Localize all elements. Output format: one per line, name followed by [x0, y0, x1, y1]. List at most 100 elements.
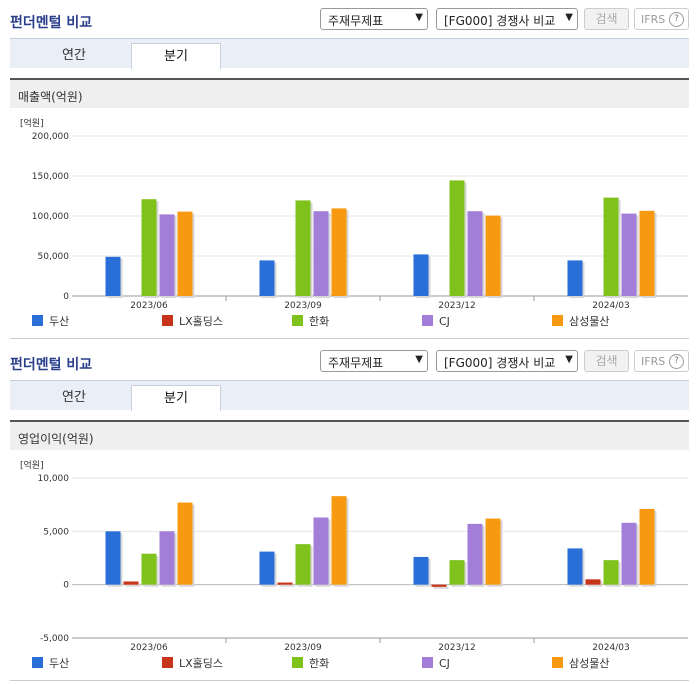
- section-title: 펀더멘털 비교: [10, 15, 93, 31]
- bar-shadow: [279, 584, 295, 587]
- bar: [603, 560, 619, 585]
- ifrs-help-button[interactable]: IFRS?: [634, 350, 689, 372]
- bar: [585, 579, 601, 585]
- section-header: 펀더멘털 비교 주재무제표 ▼ [FG000] 경쟁사 비교 ▼ 검색 IFRS?: [0, 342, 696, 380]
- tab-annual[interactable]: 연간: [62, 390, 86, 405]
- chart-panel-header: 영업이익(억원): [10, 420, 689, 450]
- bar: [449, 180, 465, 296]
- search-button[interactable]: 검색: [584, 8, 629, 30]
- bar: [105, 256, 121, 296]
- tab-quarterly[interactable]: 분기: [131, 43, 221, 69]
- y-tick-label: 100,000: [32, 212, 69, 222]
- bar: [277, 582, 293, 585]
- y-tick-label: 5,000: [43, 527, 69, 537]
- bar: [105, 531, 121, 585]
- y-unit-label: [억원]: [20, 117, 44, 129]
- legend-swatch: [162, 657, 173, 668]
- fundamental-compare-section-revenue: 펀더멘털 비교 주재무제표 ▼ [FG000] 경쟁사 비교 ▼ 검색 IFRS? …: [10, 8, 690, 339]
- bar: [159, 531, 175, 585]
- ifrs-label: IFRS: [641, 355, 666, 368]
- bar: [467, 523, 483, 585]
- bar: [567, 548, 583, 585]
- statement-select-value: 주재무제표: [328, 14, 384, 28]
- bar: [259, 260, 275, 296]
- bar-shadow: [125, 583, 141, 587]
- bar: [177, 211, 193, 296]
- legend-swatch: [32, 315, 43, 326]
- bar: [485, 215, 501, 296]
- chart-panel-header: 매출액(억원): [10, 78, 689, 108]
- bar: [177, 502, 193, 585]
- legend-label: 한화: [309, 315, 329, 328]
- x-tick-label: 2023/12: [438, 643, 475, 653]
- y-unit-label: [억원]: [20, 459, 44, 471]
- bar: [295, 200, 311, 296]
- help-icon: ?: [669, 12, 684, 27]
- help-icon: ?: [669, 354, 684, 369]
- bar: [621, 213, 637, 296]
- bar: [313, 211, 329, 296]
- bar: [413, 254, 429, 296]
- compare-select-value: [FG000] 경쟁사 비교: [444, 356, 556, 370]
- chevron-down-icon: ▼: [565, 12, 573, 23]
- legend-swatch: [162, 315, 173, 326]
- statement-select-value: 주재무제표: [328, 356, 384, 370]
- chart-panel-title: 영업이익(억원): [18, 432, 94, 446]
- legend-label: LX홀딩스: [179, 315, 223, 328]
- chevron-down-icon: ▼: [415, 354, 423, 365]
- tab-annual[interactable]: 연간: [62, 48, 86, 63]
- divider: [10, 680, 689, 681]
- legend-label: 삼성물산: [569, 315, 609, 328]
- period-tabs: 연간 분기: [10, 380, 689, 411]
- period-tabs: 연간 분기: [10, 38, 689, 69]
- x-tick-label: 2023/06: [130, 643, 168, 653]
- bar: [639, 210, 655, 296]
- legend-swatch: [32, 657, 43, 668]
- x-tick-label: 2024/03: [592, 643, 629, 653]
- chart-svg: [억원] 0 50,000 100,000 150,000 200,000 2023/06 2…: [20, 117, 688, 328]
- compare-select[interactable]: [FG000] 경쟁사 비교 ▼: [436, 350, 578, 372]
- bar: [603, 197, 619, 296]
- ifrs-label: IFRS: [641, 13, 666, 26]
- x-tick-label: 2024/03: [592, 301, 629, 311]
- bar: [639, 508, 655, 585]
- compare-select[interactable]: [FG000] 경쟁사 비교 ▼: [436, 8, 578, 30]
- y-tick-label: 150,000: [32, 172, 69, 182]
- bar: [331, 208, 347, 296]
- legend-label: 두산: [49, 657, 69, 670]
- y-tick-label: 0: [63, 292, 69, 302]
- section-title: 펀더멘털 비교: [10, 357, 93, 373]
- revenue-chart: [억원] 0 50,000 100,000 150,000 200,000 2023/06 2…: [10, 112, 690, 338]
- bar: [295, 544, 311, 585]
- tab-quarterly[interactable]: 분기: [131, 385, 221, 411]
- x-tick-label: 2023/12: [438, 301, 475, 311]
- legend-label: CJ: [439, 657, 450, 670]
- statement-select[interactable]: 주재무제표 ▼: [320, 350, 428, 372]
- bar: [141, 553, 157, 585]
- bar-shadow: [433, 586, 449, 589]
- legend-label: LX홀딩스: [179, 657, 223, 670]
- bar: [485, 518, 501, 585]
- legend-swatch: [292, 315, 303, 326]
- ifrs-help-button[interactable]: IFRS?: [634, 8, 689, 30]
- fundamental-compare-section-operating-profit: 펀더멘털 비교 주재무제표 ▼ [FG000] 경쟁사 비교 ▼ 검색 IFRS? …: [0, 342, 696, 684]
- bar: [431, 584, 447, 587]
- compare-select-value: [FG000] 경쟁사 비교: [444, 14, 556, 28]
- bar: [567, 260, 583, 296]
- legend-swatch: [422, 657, 433, 668]
- bar: [413, 556, 429, 585]
- bar: [621, 522, 637, 585]
- bar: [449, 560, 465, 585]
- bar: [467, 211, 483, 296]
- legend-swatch: [552, 657, 563, 668]
- legend-label: CJ: [439, 315, 450, 328]
- bar: [123, 581, 139, 585]
- legend-swatch: [292, 657, 303, 668]
- x-tick-label: 2023/09: [284, 301, 322, 311]
- y-tick-label: 200,000: [32, 132, 69, 142]
- search-button[interactable]: 검색: [584, 350, 629, 372]
- bar: [259, 551, 275, 585]
- bar: [331, 496, 347, 585]
- statement-select[interactable]: 주재무제표 ▼: [320, 8, 428, 30]
- bar: [159, 214, 175, 296]
